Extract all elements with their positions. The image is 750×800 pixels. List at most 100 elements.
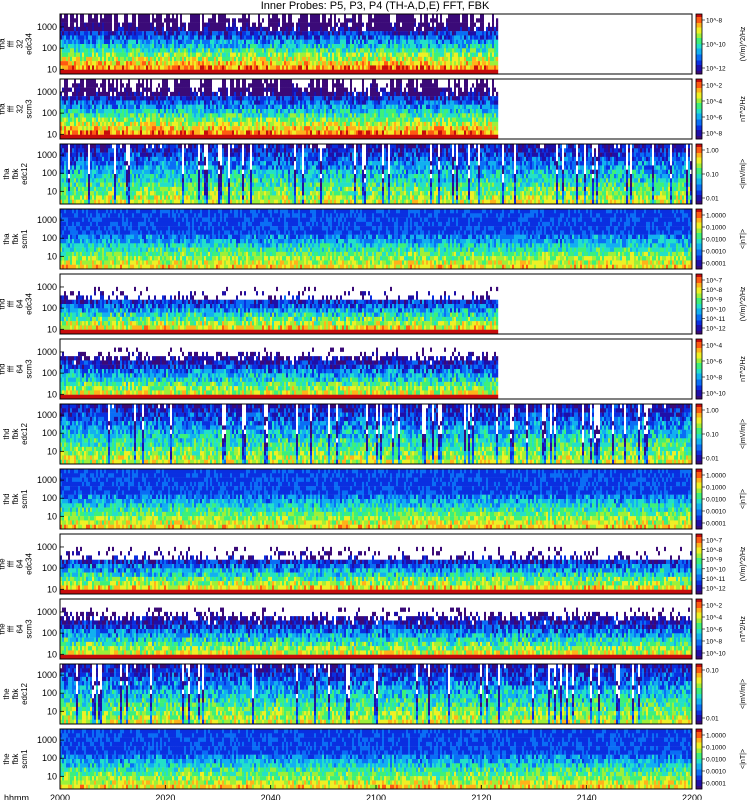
spectrogram-cell — [96, 61, 98, 65]
spectrogram-cell — [282, 40, 284, 44]
spectrogram-cell — [278, 31, 280, 35]
spectrogram-cell — [368, 65, 370, 69]
spectrogram-cell — [298, 53, 300, 57]
spectrogram-cell — [408, 61, 410, 65]
spectrogram-cell — [102, 23, 104, 27]
spectrogram-cell — [326, 44, 328, 48]
spectrogram-cell — [158, 44, 160, 48]
spectrogram-cell — [176, 18, 178, 22]
spectrogram-cell — [388, 35, 390, 39]
spectrogram-cell — [364, 14, 366, 18]
spectrogram-cell — [208, 35, 210, 39]
spectrogram-cell — [350, 61, 352, 65]
spectrogram-cell — [92, 35, 94, 39]
spectrogram-cell — [436, 65, 438, 69]
spectrogram-cell — [110, 35, 112, 39]
spectrogram-cell — [318, 48, 320, 52]
spectrogram-cell — [462, 57, 464, 61]
spectrogram-cell — [390, 27, 392, 31]
spectrogram-cell — [258, 53, 260, 57]
spectrogram-cell — [174, 27, 176, 31]
spectrogram-cell — [82, 57, 84, 61]
spectrogram-cell — [248, 61, 250, 65]
spectrogram-cell — [436, 61, 438, 65]
spectrogram-cell — [422, 31, 424, 35]
spectrogram-cell — [204, 35, 206, 39]
spectrogram-cell — [160, 40, 162, 44]
spectrogram-cell — [282, 48, 284, 52]
spectrogram-cell — [254, 65, 256, 69]
spectrogram-cell — [270, 27, 272, 31]
spectrogram-cell — [318, 27, 320, 31]
spectrogram-cell — [360, 48, 362, 52]
spectrogram-cell — [302, 18, 304, 22]
spectrogram-cell — [216, 35, 218, 39]
spectrogram-cell — [226, 53, 228, 57]
spectrogram-cell — [130, 57, 132, 61]
spectrogram-cell — [350, 40, 352, 44]
spectrogram-cell — [94, 35, 96, 39]
spectrogram-cell — [308, 61, 310, 65]
spectrogram-cell — [166, 35, 168, 39]
spectrogram-cell — [362, 40, 364, 44]
spectrogram-cell — [158, 18, 160, 22]
spectrogram-cell — [478, 14, 480, 18]
spectrogram-cell — [416, 57, 418, 61]
spectrogram-cell — [434, 48, 436, 52]
spectrogram-cell — [194, 65, 196, 69]
spectrogram-cell — [96, 40, 98, 44]
spectrogram-cell — [328, 40, 330, 44]
spectrogram-cell — [176, 31, 178, 35]
spectrogram-cell — [200, 35, 202, 39]
spectrogram-cell — [448, 57, 450, 61]
spectrogram-cell — [418, 23, 420, 27]
spectrogram-cell — [232, 31, 234, 35]
spectrogram-cell — [396, 14, 398, 18]
spectrogram-cell — [444, 35, 446, 39]
spectrogram-cell — [134, 48, 136, 52]
spectrogram-cell — [240, 40, 242, 44]
spectrogram-cell — [300, 44, 302, 48]
spectrogram-cell — [192, 27, 194, 31]
spectrogram-cell — [420, 61, 422, 65]
spectrogram-cell — [256, 27, 258, 31]
spectrogram-cell — [370, 57, 372, 61]
spectrogram-cell — [220, 48, 222, 52]
spectrogram-cell — [394, 61, 396, 65]
spectrogram-cell — [392, 44, 394, 48]
spectrogram-cell — [484, 53, 486, 57]
spectrogram-cell — [398, 40, 400, 44]
spectrogram-cell — [278, 14, 280, 18]
spectrogram-cell — [240, 14, 242, 18]
spectrogram-cell — [220, 61, 222, 65]
spectrogram-cell — [82, 48, 84, 52]
spectrogram-cell — [100, 23, 102, 27]
spectrogram-cell — [374, 23, 376, 27]
spectrogram-cell — [80, 40, 82, 44]
spectrogram-cell — [78, 35, 80, 39]
spectrogram-cell — [330, 35, 332, 39]
spectrogram-cell — [124, 18, 126, 22]
spectrogram-cell — [448, 61, 450, 65]
spectrogram-cell — [378, 44, 380, 48]
spectrogram-cell — [166, 23, 168, 27]
spectrogram-cell — [482, 31, 484, 35]
spectrogram-cell — [444, 23, 446, 27]
spectrogram-cell — [346, 14, 348, 18]
spectrogram-cell — [496, 57, 498, 61]
spectrogram-cell — [428, 61, 430, 65]
spectrogram-cell — [400, 23, 402, 27]
spectrogram-cell — [190, 31, 192, 35]
spectrogram-cell — [84, 18, 86, 22]
spectrogram-cell — [116, 23, 118, 27]
spectrogram-cell — [168, 14, 170, 18]
spectrogram-cell — [292, 35, 294, 39]
spectrogram-cell — [410, 23, 412, 27]
spectrogram-cell — [162, 23, 164, 27]
spectrogram-cell — [166, 40, 168, 44]
spectrogram-cell — [120, 23, 122, 27]
spectrogram-cell — [120, 31, 122, 35]
spectrogram-cell — [340, 65, 342, 69]
spectrogram-cell — [116, 31, 118, 35]
spectrogram-cell — [286, 31, 288, 35]
